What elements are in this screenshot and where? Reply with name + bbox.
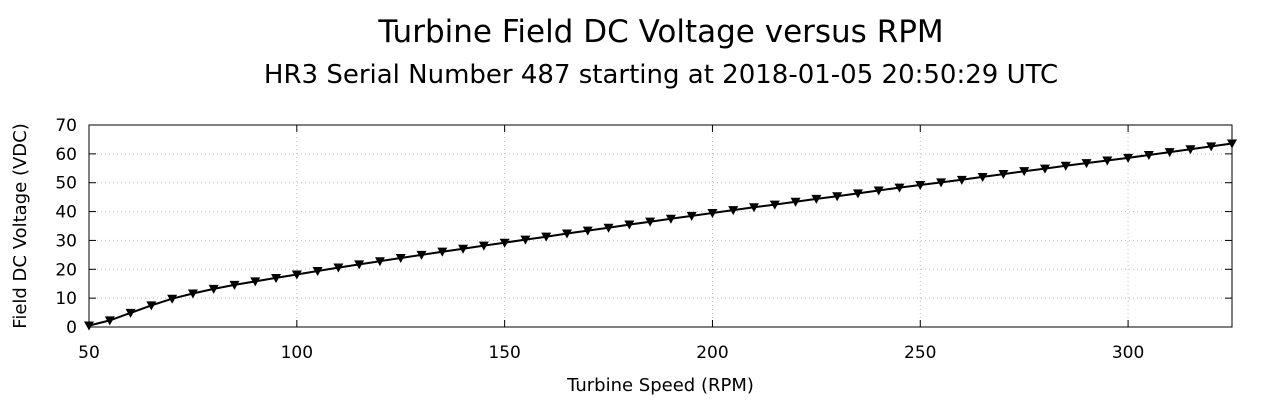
data-point [707, 209, 718, 219]
data-point [437, 247, 448, 257]
data-point [374, 257, 385, 267]
chart-subtitle: HR3 Serial Number 487 starting at 2018-0… [263, 60, 1059, 90]
data-point [832, 192, 843, 202]
y-tick-label: 10 [55, 289, 77, 309]
data-point [998, 170, 1009, 180]
y-tick-label: 70 [55, 116, 77, 136]
data-point [686, 211, 697, 221]
data-point [1164, 148, 1175, 158]
chart-title: Turbine Field DC Voltage versus RPM [378, 14, 944, 50]
y-tick-label: 40 [55, 203, 77, 223]
plot-frame [88, 124, 1233, 328]
y-axis-label: Field DC Voltage (VDC) [10, 123, 31, 328]
data-point [873, 186, 884, 196]
data-point [208, 284, 219, 294]
data-point [645, 217, 656, 227]
data-point [852, 189, 863, 199]
x-axis-label: Turbine Speed (RPM) [566, 375, 754, 396]
data-point [665, 214, 676, 224]
y-tick-label: 20 [55, 260, 77, 280]
y-tick-label: 30 [55, 231, 77, 251]
tick-labels: 0 10 20 30 40 50 60 70 50 100 150 200 250 300 [55, 116, 1144, 363]
data-point [1206, 142, 1217, 152]
data-point [187, 289, 198, 299]
y-tick-label: 50 [55, 174, 77, 194]
data-point [915, 181, 926, 191]
data-point [499, 238, 510, 248]
data-point [291, 270, 302, 280]
data-point [1227, 139, 1237, 149]
data-point [333, 263, 344, 273]
x-tick-label: 150 [488, 343, 520, 363]
data-point [104, 316, 115, 326]
data-point [458, 244, 469, 254]
data-point [1143, 151, 1154, 161]
data-point [1102, 156, 1113, 166]
data-point [977, 172, 988, 182]
data-point [520, 235, 531, 245]
data-point [811, 194, 822, 204]
data-point [624, 220, 635, 230]
y-tick-label: 60 [55, 145, 77, 165]
data-point [956, 175, 967, 185]
data-point [790, 197, 801, 207]
data-point [416, 250, 427, 260]
x-tick-label: 50 [78, 343, 100, 363]
x-tick-label: 300 [1112, 343, 1144, 363]
data-point [312, 267, 323, 277]
data-point [478, 241, 489, 251]
data-point [769, 200, 780, 210]
data-point [561, 229, 572, 239]
data-point [125, 308, 136, 318]
data-point [395, 254, 406, 264]
data-point [936, 178, 947, 188]
data-point [1019, 167, 1030, 177]
data-point [603, 223, 614, 233]
axis-ticks [88, 124, 1232, 328]
series-line [88, 142, 1233, 327]
data-point [894, 183, 905, 193]
data-point [749, 203, 760, 213]
data-point [1060, 161, 1071, 171]
data-point [229, 280, 240, 290]
data-point [1123, 153, 1134, 163]
data-point [1039, 164, 1050, 174]
data-point [1081, 159, 1092, 169]
data-point [354, 260, 365, 270]
data-point [541, 232, 552, 242]
y-tick-label: 0 [66, 318, 77, 338]
series-markers [84, 139, 1237, 331]
data-point [250, 277, 261, 287]
grid [89, 125, 1232, 327]
x-tick-label: 100 [281, 343, 313, 363]
data-point [728, 206, 739, 216]
data-point [271, 273, 282, 283]
data-point [582, 226, 593, 236]
x-tick-label: 250 [904, 343, 936, 363]
x-tick-label: 200 [696, 343, 728, 363]
data-point [84, 321, 94, 331]
data-point [146, 301, 157, 311]
data-point [1185, 145, 1196, 155]
data-point [167, 294, 178, 304]
